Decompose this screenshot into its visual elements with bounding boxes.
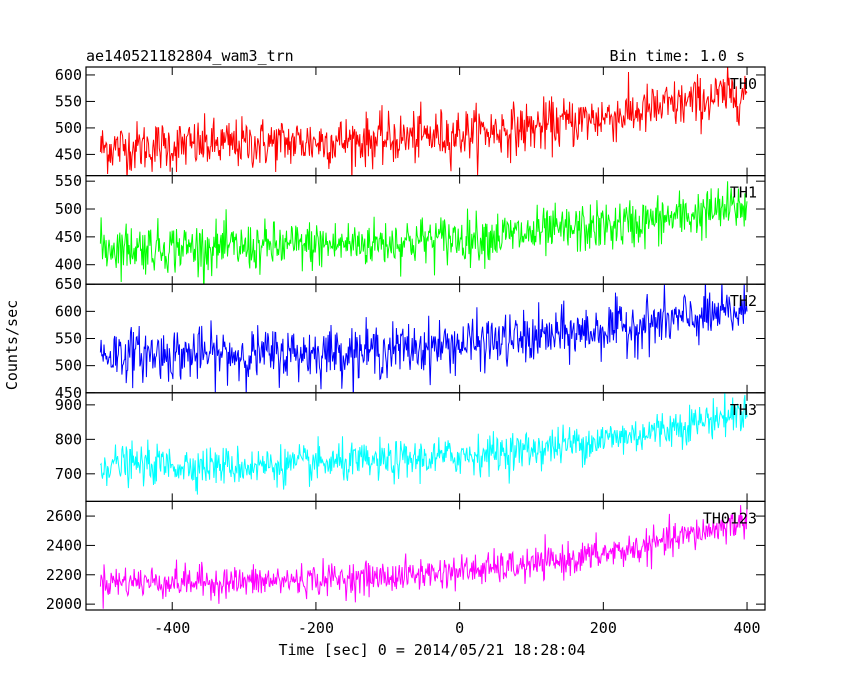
panel-frame-th3 (85, 392, 766, 502)
x-tick-label: -400 (154, 619, 190, 637)
panel-frame-th0 (85, 66, 766, 177)
series-line-th2 (99, 284, 748, 393)
y-tick-label-th2: 650 (55, 275, 82, 293)
y-tick-label-th0123: 2400 (46, 536, 82, 554)
y-tick-label-th2: 450 (55, 384, 82, 402)
y-tick-label-th2: 550 (55, 330, 82, 348)
x-tick-label: 400 (733, 619, 760, 637)
y-tick-label-th0: 550 (55, 92, 82, 110)
panels-group: 450 500 550 600 TH0 400 450 500 550 TH1 450 500 550 6… (46, 66, 766, 637)
bin-time-label: Bin time: 1.0 s (610, 47, 745, 65)
x-tick-label: 0 (455, 619, 464, 637)
y-tick-label-th0: 600 (55, 66, 82, 84)
panel-frame-th2 (85, 283, 766, 394)
y-tick-label-th1: 400 (55, 256, 82, 274)
y-tick-label-th0123: 2000 (46, 595, 82, 613)
panel-label-th0: TH0 (730, 75, 757, 93)
y-tick-label-th1: 450 (55, 228, 82, 246)
y-tick-label-th1: 550 (55, 172, 82, 190)
panel-frame-th0123 (85, 500, 766, 611)
x-tick-label: 200 (590, 619, 617, 637)
series-line-th1 (99, 181, 748, 285)
panel-label-th1: TH1 (730, 184, 757, 202)
y-tick-label-th2: 600 (55, 302, 82, 320)
x-axis-label: Time [sec] 0 = 2014/05/21 18:28:04 (278, 641, 585, 659)
chart-title: ae140521182804_wam3_trn (86, 47, 294, 65)
y-tick-label-th1: 500 (55, 200, 82, 218)
y-tick-label-th0: 450 (55, 145, 82, 163)
series-line-th0123 (99, 505, 748, 609)
panel-label-th0123: TH0123 (703, 509, 757, 527)
series-line-th0 (99, 67, 748, 176)
y-axis-label: Counts/sec (3, 300, 21, 390)
y-tick-label-th0: 500 (55, 119, 82, 137)
y-tick-label-th2: 500 (55, 357, 82, 375)
x-tick-label: -200 (298, 619, 334, 637)
y-tick-label-th0123: 2200 (46, 566, 82, 584)
series-line-th3 (99, 392, 748, 495)
y-tick-label-th3: 900 (55, 396, 82, 414)
y-tick-label-th3: 800 (55, 430, 82, 448)
y-tick-label-th3: 700 (55, 465, 82, 483)
panel-label-th3: TH3 (730, 401, 757, 419)
panel-label-th2: TH2 (730, 292, 757, 310)
y-tick-label-th0123: 2600 (46, 507, 82, 525)
